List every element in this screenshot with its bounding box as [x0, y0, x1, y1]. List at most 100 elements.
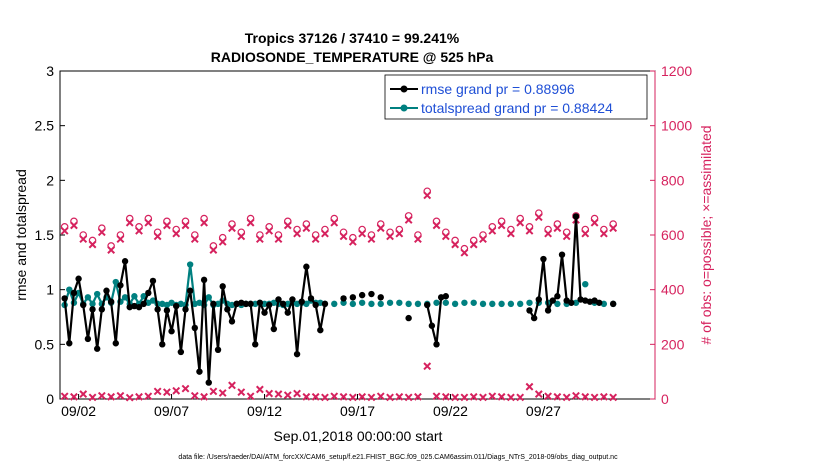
obs-assimilated-near-possible [488, 226, 497, 235]
obs-assimilated-near-possible [125, 218, 134, 227]
x-tick-label: 09/22 [433, 403, 468, 419]
obs-assimilated-point [414, 392, 422, 401]
chart-title: Tropics 37126 / 37410 = 99.241% [245, 30, 460, 46]
obs-assimilated-point [302, 392, 311, 401]
obs-assimilated-near-possible [414, 235, 422, 244]
right-axis: 0 200 400 600 800 1000 1200 [650, 63, 692, 407]
rmse-point [247, 300, 254, 308]
obs-assimilated-near-possible [423, 191, 432, 200]
rmse-point [66, 340, 73, 347]
rmse-point [609, 300, 617, 308]
obs-assimilated-point [97, 391, 106, 400]
obs-assimilated-point [404, 393, 413, 402]
rmse-point [182, 306, 189, 313]
rmse-point [173, 302, 180, 310]
totalspread-point [572, 299, 580, 306]
obs-assimilated-near-possible [172, 229, 181, 238]
rmse-point [349, 294, 357, 301]
rmse-point [107, 298, 115, 305]
totalspread-point [498, 300, 505, 308]
obs-assimilated-near-possible [376, 224, 385, 233]
rmse-point [70, 289, 78, 297]
rmse-point [98, 306, 106, 313]
rmse-point [89, 306, 96, 313]
obs-assimilated-point [88, 393, 97, 402]
obs-assimilated-near-possible [497, 221, 506, 230]
obs-assimilated-point [516, 393, 525, 402]
totalspread-point [358, 299, 366, 306]
obs-assimilated-near-possible [404, 216, 413, 224]
obs-assimilated-near-possible [311, 235, 320, 244]
rmse-point [554, 293, 561, 300]
rmse-point [358, 291, 366, 299]
right-tick-label: 1000 [661, 118, 692, 134]
obs-assimilated-near-possible [70, 221, 78, 230]
rmse-point [219, 283, 226, 290]
obs-assimilated-point [534, 390, 543, 398]
rmse-point [270, 325, 278, 333]
obs-assimilated-near-possible [302, 224, 311, 233]
rmse-point [191, 324, 199, 332]
left-tick-label: 1.5 [35, 227, 55, 243]
left-tick-label: 0.5 [35, 336, 55, 352]
rmse-point [205, 379, 212, 386]
totalspread-point [451, 300, 459, 308]
rmse-point [196, 368, 203, 375]
x-tick-label: 09/07 [154, 403, 189, 419]
legend-rmse-label: rmse grand pr = 0.88996 [421, 81, 575, 97]
obs-assimilated-near-possible [581, 229, 590, 238]
obs-assimilated-point [330, 392, 339, 401]
rmse-point [149, 277, 157, 285]
totalspread-point [414, 300, 422, 308]
obs-assimilated-near-possible [97, 228, 106, 237]
obs-assimilated-point [609, 393, 618, 402]
obs-assimilated-near-possible [237, 232, 246, 241]
obs-assimilated-near-possible [144, 218, 153, 227]
obs-assimilated-near-possible [321, 229, 329, 238]
totalspread-point [582, 281, 589, 288]
obs-assimilated-near-possible [516, 218, 525, 227]
obs-assimilated-point [423, 362, 432, 371]
obs-assimilated-series [60, 191, 618, 402]
obs-assimilated-point [172, 386, 181, 395]
obs-assimilated-point [144, 392, 153, 401]
obs-assimilated-point [265, 389, 274, 398]
rmse-point [321, 300, 329, 308]
x-tick-label: 09/27 [526, 403, 561, 419]
obs-assimilated-point [572, 391, 580, 400]
obs-assimilated-point [190, 391, 199, 400]
right-tick-label: 200 [661, 336, 685, 352]
rmse-point [261, 309, 268, 316]
right-tick-label: 600 [661, 227, 685, 243]
right-tick-label: 400 [661, 282, 685, 298]
data-file-footnote: data file: /Users/raeder/DAI/ATM_forcXX/… [178, 454, 618, 461]
totalspread-point [84, 294, 92, 301]
obs-assimilated-point [116, 391, 125, 400]
totalspread-point [461, 299, 468, 306]
rmse-point [289, 296, 296, 303]
rmse-point [284, 309, 291, 316]
obs-assimilated-point [339, 392, 348, 401]
totalspread-point [140, 293, 147, 300]
obs-assimilated-near-possible [60, 226, 69, 235]
totalspread-point [516, 300, 524, 308]
obs-assimilated-near-possible [553, 224, 562, 233]
obs-assimilated-near-possible [265, 226, 274, 235]
obs-assimilated-near-possible [181, 221, 190, 230]
totalspread-point [386, 299, 394, 306]
totalspread-point [214, 300, 222, 308]
totalspread-point [331, 300, 338, 308]
obs-assimilated-near-possible [432, 221, 441, 230]
rmse-series [61, 213, 617, 386]
rmse-point [103, 287, 110, 294]
totalspread-point [368, 300, 375, 308]
obs-assimilated-point [311, 392, 320, 401]
rmse-point [112, 340, 119, 347]
obs-assimilated-point [451, 393, 460, 402]
obs-assimilated-point [228, 381, 236, 390]
chart-subtitle: RADIOSONDE_TEMPERATURE @ 525 hPa [211, 49, 494, 65]
totalspread-point [121, 294, 129, 301]
right-tick-label: 0 [661, 391, 669, 407]
rmse-point [177, 348, 185, 356]
